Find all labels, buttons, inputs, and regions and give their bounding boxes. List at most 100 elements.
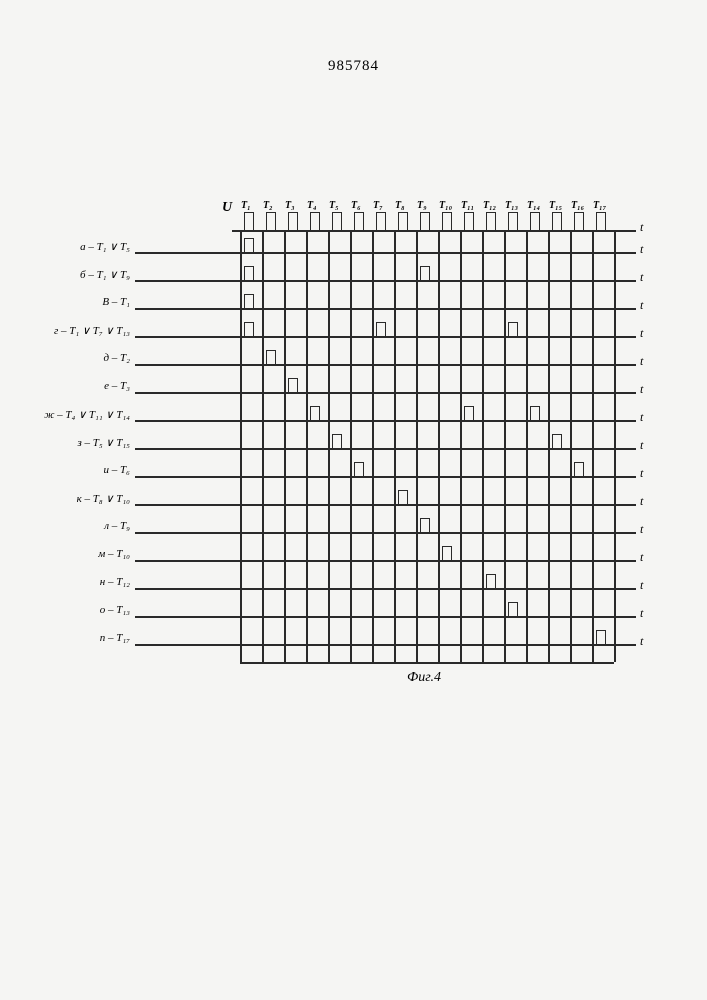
row-label: к – T₈ ∨ T₁₀: [40, 492, 130, 505]
axis-label-t: t: [640, 550, 643, 565]
signal-pulse: [574, 462, 584, 476]
gridline-vertical: [350, 230, 352, 662]
signal-pulse: [420, 518, 430, 532]
col-label: T₁₂: [483, 200, 496, 211]
axis-label-t: t: [640, 494, 643, 509]
col-label: T₆: [351, 200, 361, 211]
signal-pulse: [596, 630, 606, 644]
signal-baseline: [135, 336, 636, 338]
clock-pulse: [244, 212, 254, 230]
doc-number: 985784: [0, 58, 707, 75]
signal-pulse: [376, 322, 386, 336]
col-label: T₄: [307, 200, 317, 211]
col-label: T₁: [241, 200, 251, 211]
gridline-vertical: [570, 230, 572, 662]
clock-pulse: [486, 212, 496, 230]
col-label: T₇: [373, 200, 383, 211]
gridline-vertical: [262, 230, 264, 662]
row-label: о – T₁₃: [40, 604, 130, 616]
signal-baseline: [135, 532, 636, 534]
axis-label-t: t: [640, 354, 643, 369]
clock-pulse: [552, 212, 562, 230]
signal-pulse: [354, 462, 364, 476]
signal-pulse: [332, 434, 342, 448]
col-label: T₁₆: [571, 200, 584, 211]
gridline-vertical: [372, 230, 374, 662]
signal-baseline: [135, 476, 636, 478]
clock-pulse: [332, 212, 342, 230]
row-label: и – T₆: [40, 464, 130, 476]
axis-label-t: t: [640, 522, 643, 537]
gridline-vertical: [548, 230, 550, 662]
axis-label-t: t: [640, 438, 643, 453]
row-label: д – T₂: [40, 352, 130, 364]
col-label: T₉: [417, 200, 427, 211]
gridline-vertical: [526, 230, 528, 662]
gridline-vertical: [614, 230, 616, 662]
axis-label-t: t: [640, 298, 643, 313]
clock-pulse: [574, 212, 584, 230]
signal-pulse: [508, 602, 518, 616]
signal-baseline: [135, 308, 636, 310]
clock-pulse: [376, 212, 386, 230]
axis-label-t: t: [640, 606, 643, 621]
signal-pulse: [420, 266, 430, 280]
signal-pulse: [288, 378, 298, 392]
row-label: В – T₁: [40, 296, 130, 308]
clock-pulse: [508, 212, 518, 230]
col-label: T₁₅: [549, 200, 562, 211]
gridline-vertical: [504, 230, 506, 662]
axis-label-t: t: [640, 634, 643, 649]
signal-pulse: [398, 490, 408, 504]
gridline-vertical: [592, 230, 594, 662]
clock-pulse: [354, 212, 364, 230]
axis-label-t: t: [640, 326, 643, 341]
axis-label-t: t: [640, 382, 643, 397]
baseline-top: [232, 230, 636, 232]
row-label: б – T₁ ∨ T₉: [40, 268, 130, 281]
gridline-vertical: [482, 230, 484, 662]
signal-pulse: [244, 266, 254, 280]
row-label: м – T₁₀: [40, 548, 130, 560]
grid-bottom: [240, 662, 614, 664]
signal-pulse: [244, 322, 254, 336]
gridline-vertical: [306, 230, 308, 662]
row-label: п – T₁₇: [40, 632, 130, 644]
col-label: T₅: [329, 200, 339, 211]
signal-baseline: [135, 504, 636, 506]
col-label: T₃: [285, 200, 295, 211]
row-label: ж – T₄ ∨ T₁₁ ∨ T₁₄: [40, 408, 130, 421]
signal-baseline: [135, 420, 636, 422]
signal-baseline: [135, 616, 636, 618]
axis-label-u: U: [222, 200, 232, 216]
axis-label-t: t: [640, 410, 643, 425]
figure-caption: Фиг.4: [407, 670, 441, 686]
signal-pulse: [244, 238, 254, 252]
gridline-vertical: [438, 230, 440, 662]
signal-pulse: [244, 294, 254, 308]
clock-pulse: [530, 212, 540, 230]
clock-pulse: [266, 212, 276, 230]
col-label: T₁₇: [593, 200, 606, 211]
signal-pulse: [486, 574, 496, 588]
signal-baseline: [135, 588, 636, 590]
col-label: T₈: [395, 200, 405, 211]
col-label: T₁₁: [461, 200, 474, 211]
signal-pulse: [464, 406, 474, 420]
row-label: е – T₃: [40, 380, 130, 392]
signal-pulse: [552, 434, 562, 448]
row-label: з – T₅ ∨ T₁₅: [40, 436, 130, 449]
signal-baseline: [135, 280, 636, 282]
row-label: л – T₉: [40, 520, 130, 532]
row-label: г – T₁ ∨ T₇ ∨ T₁₃: [40, 324, 130, 337]
signal-baseline: [135, 644, 636, 646]
axis-label-t: t: [640, 466, 643, 481]
axis-label-t: t: [640, 242, 643, 257]
clock-pulse: [464, 212, 474, 230]
gridline-vertical: [328, 230, 330, 662]
clock-pulse: [442, 212, 452, 230]
gridline-vertical: [284, 230, 286, 662]
clock-pulse: [596, 212, 606, 230]
signal-pulse: [442, 546, 452, 560]
signal-baseline: [135, 364, 636, 366]
